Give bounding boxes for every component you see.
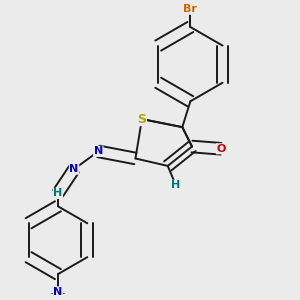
Text: H: H: [171, 180, 181, 190]
Text: Br: Br: [183, 4, 197, 14]
Text: S: S: [137, 112, 146, 126]
Text: O: O: [216, 144, 226, 154]
Text: N: N: [70, 164, 79, 174]
Text: N: N: [94, 146, 103, 156]
Text: H: H: [53, 188, 63, 198]
Text: N: N: [53, 287, 63, 297]
